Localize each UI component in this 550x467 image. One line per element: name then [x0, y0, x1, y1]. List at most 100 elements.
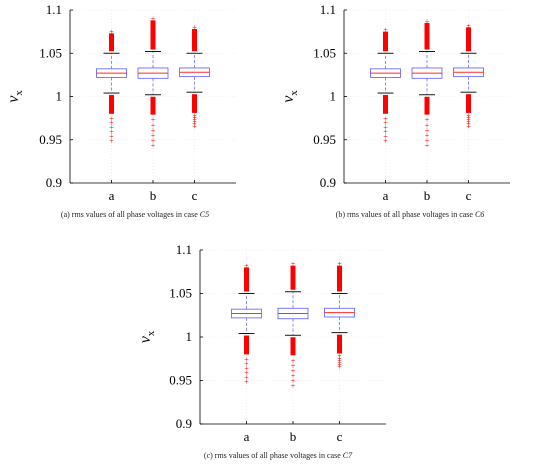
outlier-marker: +: [466, 115, 471, 124]
x-tick-label: b: [290, 429, 297, 444]
y-tick-label: 1.05: [169, 286, 192, 301]
y-axis-label-main: v: [137, 335, 154, 343]
outlier-marker: +: [151, 14, 156, 23]
y-tick-label: 0.95: [39, 132, 62, 147]
outlier-marker: +: [337, 260, 342, 269]
caption-c-text: (c) rms values of all phase voltages in …: [203, 451, 343, 460]
y-axis-label: vx: [280, 90, 300, 103]
y-tick-label: 1: [186, 329, 193, 344]
outlier-marker: +: [425, 17, 430, 26]
outlier-marker: +: [383, 114, 388, 123]
y-tick-label: 0.95: [169, 373, 192, 388]
y-axis-label-main: v: [5, 95, 22, 103]
outliers-upper: [150, 20, 156, 50]
outlier-marker: +: [425, 131, 430, 140]
outlier-marker: +: [383, 26, 388, 35]
x-tick-label: c: [192, 188, 198, 203]
outlier-marker: +: [291, 361, 296, 370]
outlier-marker: +: [151, 121, 156, 130]
outlier-marker: +: [244, 359, 249, 368]
caption-b-case: C6: [474, 210, 485, 219]
outliers-lower-dense: [466, 94, 471, 113]
y-axis-label-sub: x: [288, 90, 300, 96]
outlier-marker: +: [425, 121, 430, 130]
outliers-lower-dense: [383, 95, 388, 114]
outlier-marker: +: [425, 116, 430, 125]
outlier-marker: +: [109, 119, 114, 128]
outlier-marker: +: [192, 118, 197, 127]
box-a: +++++++: [96, 27, 127, 146]
outlier-marker: +: [192, 23, 197, 32]
outliers-lower-dense: [290, 337, 296, 356]
y-tick-label: 1.05: [313, 45, 336, 60]
box-b: +++++++: [277, 260, 309, 391]
outlier-marker: +: [109, 137, 114, 146]
box-a: +++++++: [231, 261, 262, 386]
box-c: +++++++: [324, 260, 355, 372]
outlier-marker: +: [244, 373, 249, 382]
x-tick-label: a: [383, 188, 389, 203]
caption-a-text: (a) rms values of all phase voltages in …: [60, 210, 200, 219]
outliers-lower-dense: [337, 334, 342, 354]
outlier-marker: +: [466, 111, 471, 120]
y-tick-label: 1: [330, 89, 337, 104]
outlier-marker: +: [244, 364, 249, 373]
outlier-marker: +: [244, 377, 249, 386]
y-tick-label: 1.1: [320, 2, 336, 17]
outlier-marker: +: [337, 358, 342, 367]
outlier-marker: +: [151, 136, 156, 145]
outlier-marker: +: [109, 123, 114, 132]
outliers-lower-dense: [424, 96, 430, 115]
outlier-marker: +: [151, 116, 156, 125]
outlier-marker: +: [244, 355, 249, 364]
outlier-marker: +: [244, 261, 249, 270]
y-tick-label: 0.9: [320, 175, 336, 190]
outlier-marker: +: [466, 113, 471, 122]
outlier-marker: +: [291, 382, 296, 391]
y-axis-label: vx: [137, 330, 157, 343]
caption-c-case: C7: [342, 451, 353, 460]
outliers-lower-dense: [192, 94, 197, 113]
y-tick-label: 1.1: [46, 2, 62, 17]
y-axis-label-main: v: [280, 95, 297, 103]
outlier-marker: +: [109, 132, 114, 141]
outlier-marker: +: [192, 113, 197, 122]
outlier-marker: +: [425, 126, 430, 135]
outlier-marker: +: [337, 356, 342, 365]
outlier-marker: +: [151, 131, 156, 140]
caption-b: (b) rms values of all phase voltages in …: [300, 210, 520, 219]
y-axis-label-sub: x: [13, 90, 25, 96]
outlier-marker: +: [383, 128, 388, 137]
outlier-marker: +: [337, 363, 342, 372]
outliers-upper: [337, 265, 342, 292]
outlier-marker: +: [466, 21, 471, 30]
outlier-marker: +: [291, 366, 296, 375]
y-tick-label: 1.05: [39, 45, 62, 60]
caption-c: (c) rms values of all phase voltages in …: [158, 451, 398, 460]
outlier-marker: +: [291, 377, 296, 386]
outlier-marker: +: [192, 111, 197, 120]
outlier-marker: +: [466, 118, 471, 127]
x-tick-label: a: [244, 429, 250, 444]
outliers-upper: [244, 267, 249, 292]
y-tick-label: 0.9: [176, 416, 192, 431]
y-tick-label: 0.95: [313, 132, 336, 147]
y-tick-label: 0.9: [46, 175, 62, 190]
caption-b-text: (b) rms values of all phase voltages in …: [335, 210, 475, 219]
x-tick-label: a: [109, 188, 115, 203]
outliers-upper: [383, 31, 388, 52]
outlier-marker: +: [151, 126, 156, 135]
outlier-marker: +: [151, 141, 156, 150]
outlier-marker: +: [466, 120, 471, 129]
outlier-marker: +: [337, 360, 342, 369]
x-tick-label: c: [466, 188, 472, 203]
outliers-lower-dense: [244, 335, 249, 355]
caption-a: (a) rms values of all phase voltages in …: [25, 210, 245, 219]
box-a: +++++++: [370, 26, 401, 146]
x-tick-label: b: [424, 188, 431, 203]
outlier-marker: +: [383, 137, 388, 146]
outlier-marker: +: [109, 114, 114, 123]
